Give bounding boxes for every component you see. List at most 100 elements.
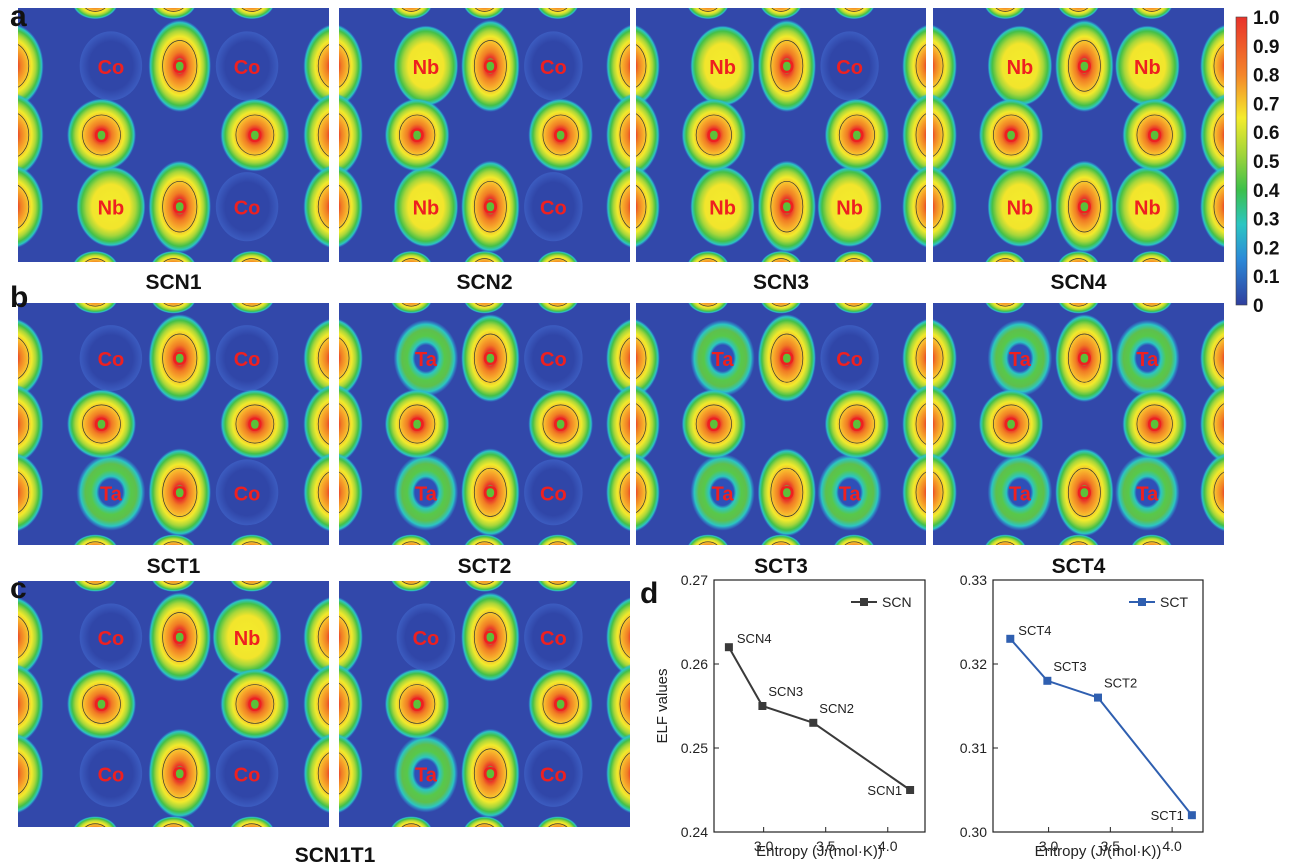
oxygen-label: O [706,415,721,436]
map-border [634,6,928,264]
cation-label: Nb [1134,57,1161,79]
oxygen-site [902,452,927,532]
co-site [820,31,879,101]
oxygen-site [984,302,1026,314]
oxygen-site [606,733,631,814]
elf-map: Co Nb Co Co O O O O [16,579,331,829]
oxygen-site [17,384,44,464]
oxygen-site [760,302,802,314]
contour-line [547,7,569,12]
oxygen-site [635,384,660,464]
oxygen-site [902,165,927,249]
oxygen-site [1131,250,1173,263]
nb-site [212,597,282,677]
oxygen-label: O [247,126,262,147]
oxygen-label: O [410,695,425,716]
cation-label: Nb [98,198,125,220]
oxygen-label: O [1077,483,1092,504]
x-tick-label: 4.0 [878,838,898,854]
series-line [1009,638,1193,816]
oxygen-site [824,98,890,172]
oxygen-site [463,7,506,20]
oxygen-site [148,448,211,537]
oxygen-site [390,302,432,314]
map-caption: SCN1 [145,271,201,294]
contour-line [770,258,792,263]
contour-line [240,823,263,828]
oxygen-site [984,250,1026,263]
cation-label: Nb [234,628,261,650]
contour-line [473,467,507,517]
colorbar-tick-label: 1.0 [1253,8,1279,29]
oxygen-site [1131,7,1173,20]
cation-label: Nb [1007,198,1034,220]
elf-map: Co Co Ta Co O O O O [337,579,632,829]
contour-line [84,258,107,263]
oxygen-site [151,534,196,546]
contour-line [474,580,495,585]
oxygen-site [606,24,631,108]
contour-line [635,43,647,89]
point-label: SCT1 [1151,808,1184,823]
point-label: SCT4 [1018,623,1051,638]
oxygen-site [687,250,729,263]
co-site [215,739,279,807]
oxygen-site [1200,318,1225,398]
oxygen-label: O [483,483,498,504]
x-axis-label: Entropy (J/(mol·K)) [1035,843,1162,860]
oxygen-site [760,250,802,263]
contour-line [162,823,185,828]
oxygen-site [902,384,927,464]
cation-label: Ta [415,349,438,371]
oxygen-label: O [1077,349,1092,370]
data-point [1187,811,1196,820]
contour-line [317,402,330,446]
nb-site [393,166,459,247]
map-border [337,301,632,547]
cation-label: Co [98,764,125,786]
oxygen-site [151,580,196,592]
contour-line [542,114,579,156]
contour-line [400,580,422,585]
cation-label: Nb [413,198,440,220]
oxygen-site [635,452,660,532]
cation-label: Nb [1007,57,1034,79]
map-border [931,301,1226,547]
y-tick-label: 0.31 [960,740,987,756]
data-point [724,643,733,652]
colorbar-gradient [1235,16,1248,306]
elf-map: Nb Nb Nb Nb O O O O [931,6,1226,264]
contour-line [338,471,350,514]
contour-line [240,302,263,307]
oxygen-site [463,816,506,828]
cation-label: Co [234,764,261,786]
oxygen-site [390,816,432,828]
cation-label: Ta [1009,349,1032,371]
ta-site [76,453,146,531]
contour-line [162,541,185,546]
contour-line [1067,180,1101,233]
oxygen-site [220,389,290,459]
co-site [524,325,583,392]
oxygen-site [229,534,274,546]
cation-label: Nb [836,198,863,220]
x-tick-label: 4.0 [1162,838,1182,854]
contour-line [915,471,927,514]
contour-line [338,751,350,795]
ta-site [1115,319,1180,397]
ta-site [690,319,755,397]
contour-line [400,302,422,307]
contour-line [547,823,569,828]
ta-site [987,319,1053,397]
contour-line [994,258,1016,263]
oxygen-site [67,389,137,459]
oxygen-site [220,98,290,172]
cation-label: Ta [1136,483,1159,505]
contour-line [1068,541,1089,546]
contour-line [994,541,1016,546]
cation-label: Co [98,349,125,371]
y-tick-label: 0.26 [681,656,708,672]
oxygen-site [229,250,274,263]
